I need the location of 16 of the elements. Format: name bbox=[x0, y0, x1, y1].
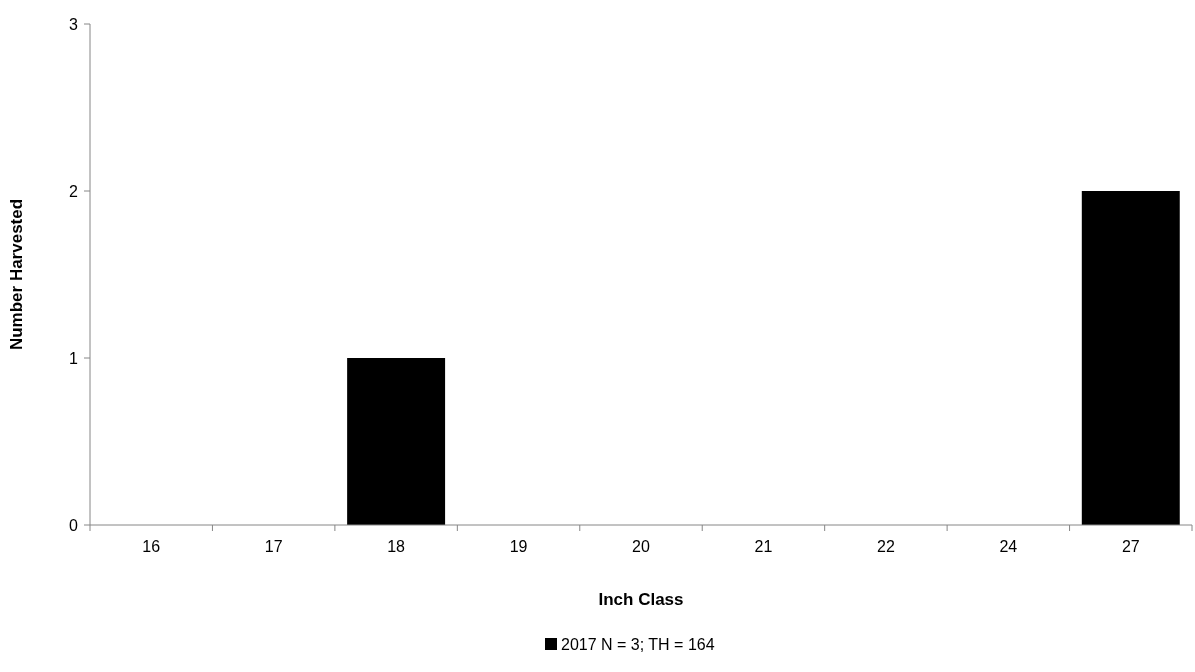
y-tick-label: 3 bbox=[69, 15, 79, 33]
x-tick-label: 22 bbox=[876, 538, 895, 555]
x-tick-label: 21 bbox=[754, 538, 773, 555]
x-tick-label: 16 bbox=[142, 538, 161, 555]
legend-label: 2017 N = 3; TH = 164 bbox=[561, 635, 715, 653]
y-tick-label: 2 bbox=[69, 182, 79, 200]
x-tick-label: 17 bbox=[264, 538, 283, 555]
x-tick-label: 18 bbox=[387, 538, 406, 555]
x-tick-label: 27 bbox=[1121, 538, 1140, 555]
x-tick-label: 24 bbox=[999, 538, 1018, 555]
y-tick-label: 1 bbox=[69, 349, 79, 367]
x-tick-label: 20 bbox=[632, 538, 650, 555]
x-axis-title: Inch Class bbox=[598, 590, 684, 609]
y-axis-title: Number Harvested bbox=[7, 198, 26, 351]
x-tick-label: 19 bbox=[509, 538, 528, 555]
y-tick-label: 0 bbox=[69, 516, 79, 534]
